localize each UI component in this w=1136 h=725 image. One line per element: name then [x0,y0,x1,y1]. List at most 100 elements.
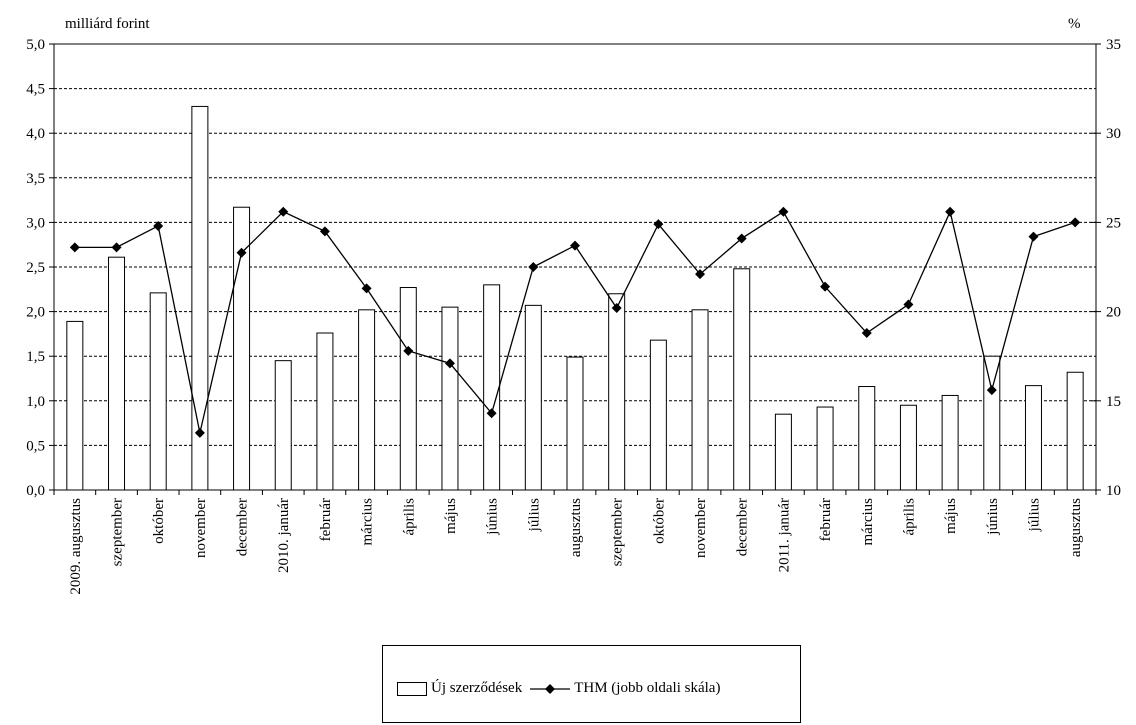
axes [49,43,1101,495]
bar-series [66,105,1084,491]
bar [1024,385,1042,491]
line-series [69,206,1081,438]
thm-point [945,206,956,217]
x-category-label: július [1026,498,1042,533]
left-tick-label: 0,5 [26,438,45,454]
right-tick-label: 15 [1106,394,1121,410]
thm-point [1028,231,1039,242]
bar [899,404,917,491]
bar [941,394,959,491]
legend-line-label: THM (jobb oldali skála) [574,680,721,696]
bar [441,306,459,491]
bar [399,287,417,491]
x-category-label: szeptember [610,498,626,566]
left-tick-label: 1,5 [26,349,45,365]
x-category-label: április [901,498,917,536]
thm-point [403,345,414,356]
legend: Új szerződések THM (jobb oldali skála) [382,645,801,723]
right-tick-label: 20 [1106,305,1121,321]
thm-point [611,303,622,314]
left-tick-label: 3,0 [26,215,45,231]
x-category-label: december [235,498,251,556]
legend-line-swatch [530,683,571,694]
left-axis-label: milliárd forint [65,16,150,32]
bar [566,356,584,491]
thm-point [778,206,789,217]
bar [524,304,542,491]
right-tick-label: 25 [1106,215,1121,231]
thm-point [1070,217,1081,228]
x-category-label: augusztus [1068,498,1084,557]
x-category-label: április [401,498,417,536]
legend-bar-label: Új szerződések [431,680,523,696]
left-tick-label: 1,0 [26,394,45,410]
x-category-label: december [735,498,751,556]
bar [608,293,626,491]
x-category-label: február [818,498,834,541]
x-category-label: május [443,498,459,534]
thm-point [153,220,164,231]
thm-point [903,299,914,310]
thm-point [695,269,706,280]
thm-point [986,385,997,396]
bar [358,309,376,491]
bar [816,406,834,491]
x-category-label: február [318,498,334,541]
bar [691,309,709,491]
bar [983,355,1001,491]
x-category-label: november [693,498,709,558]
right-tick-label: 35 [1106,37,1121,53]
legend-bar-swatch [397,681,427,696]
bar [733,268,751,491]
x-category-label: szeptember [110,498,126,566]
x-category-label: október [151,498,167,544]
x-category-label: március [360,498,376,546]
bar [66,320,84,491]
x-category-label: 2010. január [276,498,292,573]
x-category-label: október [651,498,667,544]
x-category-label: június [485,498,501,536]
thm-point [111,242,122,253]
left-tick-label: 2,0 [26,305,45,321]
thm-point [486,408,497,419]
x-category-label: május [943,498,959,534]
thm-point [861,328,872,339]
thm-point [570,240,580,251]
thm-point [69,242,80,253]
right-tick-label: 30 [1106,126,1121,142]
bar [774,413,792,491]
bar [649,339,667,491]
thm-point [319,226,330,237]
thm-point [528,262,539,272]
x-category-label: június [985,498,1001,536]
thm-point [653,219,664,230]
bar [1066,371,1084,491]
left-tick-label: 2,5 [26,260,45,276]
x-category-label: augusztus [568,498,584,557]
x-category-label: július [526,498,542,533]
left-tick-label: 0,0 [26,483,45,499]
thm-point [194,427,205,438]
bar [316,332,334,491]
thm-point [236,247,247,258]
left-tick-label: 4,0 [26,126,45,142]
thm-point [278,206,289,217]
bar [274,360,292,491]
thm-point [736,233,747,244]
bar [858,386,876,491]
axis-tick-labels: 0,0 0,5 1,0 1,5 2,0 2,5 3,0 3,5 4,0 4,5 5,0 10 15 20 2… [26,37,1121,595]
x-category-label: november [193,498,209,558]
bar [108,256,126,491]
right-tick-label: 10 [1106,483,1121,499]
x-category-label: 2009. augusztus [68,498,84,595]
thm-point [444,358,455,369]
bar [483,284,501,491]
x-category-label: 2011. január [776,498,792,572]
left-tick-label: 4,5 [26,82,45,98]
left-tick-label: 3,5 [26,171,45,187]
thm-point [361,283,372,294]
left-tick-label: 5,0 [26,37,45,53]
bar [149,292,167,491]
x-category-label: március [860,498,876,546]
